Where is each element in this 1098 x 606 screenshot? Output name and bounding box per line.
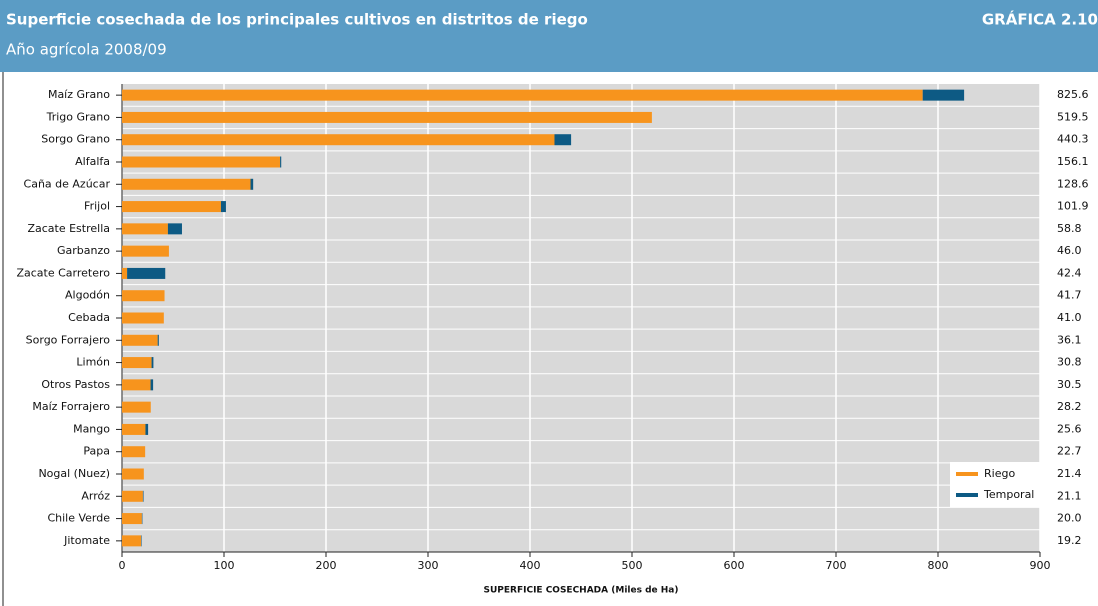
bar (122, 267, 128, 279)
bar (122, 379, 151, 391)
bar (220, 201, 226, 213)
legend-swatch (956, 472, 978, 476)
y-tick-label: Limón (76, 356, 110, 369)
bar (280, 156, 282, 168)
bar (122, 89, 923, 101)
y-tick-label: Mango (73, 422, 110, 435)
total-label: 22.7 (1057, 445, 1082, 458)
bar (122, 178, 251, 190)
bar (554, 134, 572, 146)
x-tick-label: 0 (119, 559, 126, 572)
legend-label: Riego (984, 467, 1015, 480)
chart-label: GRÁFICA 2.10 (982, 10, 1098, 29)
bar (157, 334, 159, 346)
x-tick-label: 300 (418, 559, 439, 572)
x-tick-label: 700 (826, 559, 847, 572)
y-tick-label: Caña de Azúcar (24, 177, 111, 190)
y-tick-label: Garbanzo (57, 244, 110, 257)
bar (167, 223, 182, 235)
legend-label: Temporal (983, 488, 1034, 501)
y-tick-label: Frijol (84, 200, 110, 213)
bar (122, 513, 142, 525)
total-label: 25.6 (1057, 422, 1082, 435)
y-tick-label: Zacate Estrella (27, 222, 110, 235)
header (0, 0, 1098, 72)
bar (122, 223, 168, 235)
bar (141, 535, 142, 547)
bar (122, 423, 146, 435)
total-label: 156.1 (1057, 155, 1089, 168)
total-label: 21.4 (1057, 467, 1082, 480)
y-tick-label: Jitomate (63, 534, 110, 547)
y-tick-label: Alfalfa (75, 155, 110, 168)
total-label: 30.8 (1057, 356, 1082, 369)
chart-subtitle: Año agrícola 2008/09 (6, 41, 167, 59)
y-tick-label: Nogal (Nuez) (38, 467, 110, 480)
total-label: 41.0 (1057, 311, 1082, 324)
x-tick-label: 400 (520, 559, 541, 572)
x-tick-label: 500 (622, 559, 643, 572)
y-tick-label: Maíz Forrajero (32, 400, 110, 413)
y-tick-label: Arróz (81, 489, 110, 502)
total-label: 19.2 (1057, 534, 1082, 547)
x-tick-label: 100 (214, 559, 235, 572)
y-tick-label: Papa (83, 445, 110, 458)
bar (122, 535, 142, 547)
chart-title: Superficie cosechada de los principales … (6, 11, 588, 29)
bar (122, 490, 143, 502)
bar (122, 156, 281, 168)
total-label: 20.0 (1057, 512, 1082, 525)
total-label: 42.4 (1057, 266, 1082, 279)
bar (122, 201, 221, 213)
bar (122, 357, 152, 369)
total-label: 46.0 (1057, 244, 1082, 257)
bar (122, 245, 169, 257)
bar (122, 334, 158, 346)
total-label: 30.5 (1057, 378, 1082, 391)
y-tick-label: Trigo Grano (46, 110, 111, 123)
total-label: 58.8 (1057, 222, 1082, 235)
x-tick-label: 800 (928, 559, 949, 572)
y-tick-label: Maíz Grano (48, 88, 110, 101)
y-tick-label: Otros Pastos (41, 378, 110, 391)
x-tick-label: 900 (1030, 559, 1051, 572)
y-tick-label: Sorgo Grano (41, 133, 110, 146)
y-tick-label: Algodón (65, 289, 110, 302)
total-label: 28.2 (1057, 400, 1082, 413)
bar (122, 312, 164, 324)
total-label: 519.5 (1057, 110, 1089, 123)
bar (122, 401, 151, 413)
total-label: 440.3 (1057, 133, 1089, 146)
bar (122, 111, 652, 123)
bar (122, 468, 144, 480)
bar (250, 178, 254, 190)
total-label: 825.6 (1057, 88, 1089, 101)
bar (122, 290, 165, 302)
bar (922, 89, 965, 101)
bar (122, 446, 146, 458)
bar (127, 267, 166, 279)
x-axis-title: SUPERFICIE COSECHADA (Miles de Ha) (484, 586, 679, 596)
bar (122, 134, 555, 146)
y-tick-label: Sorgo Forrajero (26, 333, 111, 346)
plot-area (122, 84, 1040, 552)
bar (142, 490, 144, 502)
x-tick-label: 600 (724, 559, 745, 572)
legend-box (950, 462, 1040, 507)
bar (151, 357, 154, 369)
total-label: 41.7 (1057, 289, 1082, 302)
x-tick-label: 200 (316, 559, 337, 572)
total-label: 36.1 (1057, 333, 1082, 346)
y-tick-label: Cebada (68, 311, 110, 324)
total-label: 128.6 (1057, 177, 1089, 190)
total-label: 21.1 (1057, 489, 1082, 502)
legend-swatch (956, 493, 978, 497)
bar (141, 513, 143, 525)
bar (145, 423, 149, 435)
bar (150, 379, 154, 391)
total-label: 101.9 (1057, 200, 1089, 213)
y-tick-label: Chile Verde (47, 512, 110, 525)
y-tick-label: Zacate Carretero (16, 266, 110, 279)
